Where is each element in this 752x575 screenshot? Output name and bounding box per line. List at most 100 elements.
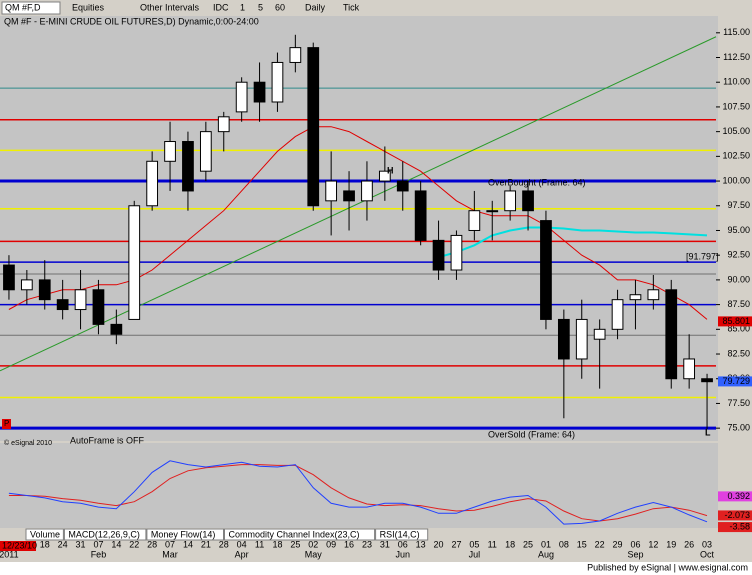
footer: Published by eSignal | www.esignal.com	[587, 562, 748, 572]
toolbar-item[interactable]: IDC	[213, 2, 229, 12]
toolbar-item[interactable]: Other Intervals	[140, 2, 200, 12]
toolbar-item[interactable]: 1	[240, 2, 245, 12]
y-tick-label: 77.50	[727, 398, 750, 408]
plot-bg	[0, 16, 718, 441]
macd-bg	[0, 443, 718, 528]
x-tick-label: 18	[505, 539, 515, 549]
chart-title: QM #F - E-MINI CRUDE OIL FUTURES,D) Dyna…	[4, 16, 259, 26]
x-tick-label: 03	[702, 539, 712, 549]
toolbar-item[interactable]: 60	[275, 2, 285, 12]
y-tick-label: 92.50	[727, 250, 750, 260]
level-label: [91.797]	[686, 252, 719, 262]
candle-body	[74, 289, 87, 311]
tab[interactable]	[146, 528, 224, 541]
candle-body	[3, 264, 15, 291]
candle-body	[343, 190, 355, 202]
annotation: OverBought (Frame: 64)	[488, 177, 586, 187]
x-tick-label: 18	[272, 539, 282, 549]
y-tick-label: 100.00	[722, 175, 750, 185]
macd-marker	[718, 510, 752, 521]
tab-label[interactable]: Commodity Channel Index(23,C)	[229, 529, 360, 539]
candle-body	[38, 279, 51, 301]
x-tick-label: 15	[577, 539, 587, 549]
macd-marker-label: -2.073	[724, 510, 750, 520]
candle-body	[217, 116, 230, 133]
tab[interactable]	[375, 528, 429, 541]
tab-label[interactable]: Money Flow(14)	[151, 529, 216, 539]
x-month-label: May	[305, 549, 323, 559]
candle-body	[199, 131, 212, 172]
y-tick-label: 82.50	[727, 348, 750, 358]
y-tick-label: 87.50	[727, 299, 750, 309]
candle-body	[396, 180, 409, 192]
toolbar-item[interactable]: Tick	[343, 2, 360, 12]
tab[interactable]	[224, 528, 376, 541]
toolbar-item[interactable]: Equities	[72, 2, 105, 12]
x-tick-label: 04	[237, 539, 247, 549]
candle-body	[361, 180, 373, 202]
x-tick-label: 12	[648, 539, 658, 549]
x-tick-label: 11	[255, 539, 264, 549]
x-tick-label: 29	[613, 539, 623, 549]
candle-body	[665, 289, 678, 380]
x-tick-label: 01	[541, 539, 551, 549]
y-tick-label: 115.00	[723, 27, 750, 37]
y-tick-label: 85.00	[727, 324, 750, 334]
tab[interactable]	[63, 528, 147, 541]
x-tick-label: 28	[219, 539, 229, 549]
x-month-label: Apr	[235, 549, 249, 559]
x-tick-label: 05	[469, 539, 479, 549]
candle-body	[289, 47, 302, 63]
marks: QM #F,D Equities Other Intervals IDC 1 5 60 Dai…	[0, 1, 752, 559]
candle-body	[504, 190, 517, 212]
y-tick-label: 105.00	[722, 126, 750, 136]
tab-label[interactable]: RSI(14,C)	[380, 529, 420, 539]
y-tick-label: 75.00	[727, 423, 750, 433]
candle-body	[414, 190, 427, 241]
y-tick-label: 95.00	[727, 225, 750, 235]
x-tick-label: 22	[129, 539, 139, 549]
footer-bg	[0, 562, 752, 575]
x-tick-label: 31	[380, 539, 390, 549]
y-tick-label: 112.50	[723, 52, 750, 62]
candle-body	[92, 289, 105, 325]
x-tick-label: 16	[344, 539, 354, 549]
x-tick-label: 31	[76, 539, 86, 549]
x-tick-label: 14	[111, 539, 121, 549]
x-tick-label: 02	[308, 539, 318, 549]
candle-body	[128, 205, 141, 320]
x-month-label: Jun	[395, 549, 410, 559]
y-tick-label: 97.50	[727, 200, 750, 210]
candle-body	[307, 47, 320, 207]
candle-body	[522, 190, 534, 212]
candle-body	[575, 318, 588, 360]
date-box	[0, 541, 36, 551]
tab[interactable]	[25, 528, 64, 541]
symbol-box[interactable]	[1, 1, 61, 15]
x-tick-label: 26	[684, 539, 694, 549]
x-tick-label: 06	[398, 539, 408, 549]
x-month-label: Jul	[469, 549, 481, 559]
candle-body	[701, 378, 713, 383]
toolbar-item[interactable]: 5	[258, 2, 263, 12]
tab-label[interactable]: MACD(12,26,9,C)	[68, 529, 140, 539]
tab-label[interactable]: Volume	[30, 529, 60, 539]
x-tick-label: 25	[290, 539, 300, 549]
price-marker-label: 79.729	[722, 376, 750, 386]
x-tick-label: 14	[183, 539, 193, 549]
x-tick-label: 25	[523, 539, 533, 549]
annotation: OverSold (Frame: 64)	[488, 429, 575, 439]
y-tick-label: 110.00	[723, 77, 750, 87]
y-tick-label: 107.50	[722, 101, 750, 111]
macd-marker	[718, 522, 752, 533]
x-tick-label: 21	[201, 539, 211, 549]
x-tick-label: 09	[326, 539, 336, 549]
toolbar-item[interactable]: Daily	[305, 2, 326, 12]
candle-body	[540, 220, 552, 320]
ui: QM #F - E-MINI CRUDE OIL FUTURES,D) Dyna…	[0, 16, 748, 572]
candle-body	[486, 210, 499, 213]
candle-body	[683, 358, 696, 380]
moving-average	[8, 126, 708, 320]
x-tick-label: 19	[666, 539, 676, 549]
